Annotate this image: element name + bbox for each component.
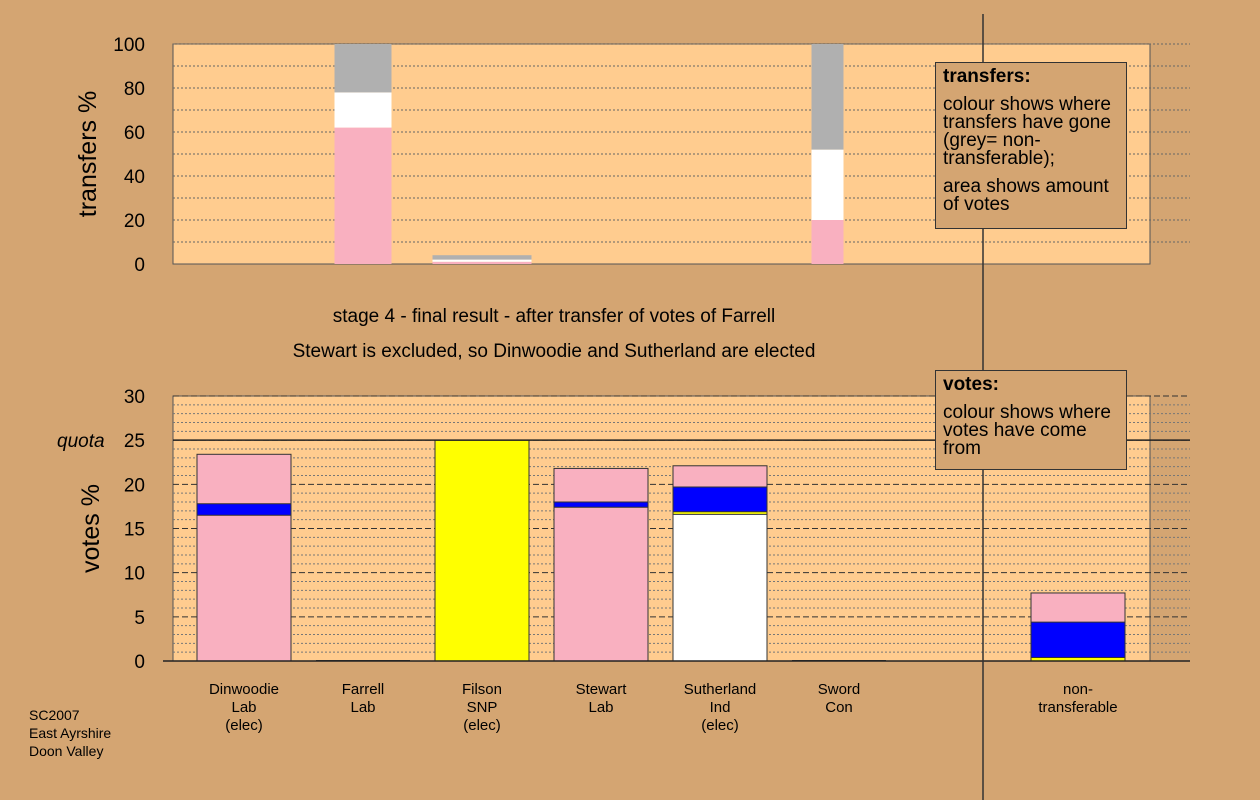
transfers-y-tick-label: 100 xyxy=(113,35,145,56)
votes-y-tick-label: 10 xyxy=(124,564,145,585)
category-label: Lab xyxy=(588,699,613,716)
votes-bar-segment xyxy=(1031,622,1125,658)
transfers-y-tick-label: 60 xyxy=(124,123,145,144)
transfers-y-tick-label: 80 xyxy=(124,79,145,100)
category-label: Sutherland xyxy=(684,681,757,698)
category-label: Dinwoodie xyxy=(209,681,279,698)
votes-bar-segment xyxy=(554,502,648,508)
votes-y-tick-label: 5 xyxy=(134,608,145,629)
votes-y-axis-label: votes % xyxy=(77,484,105,573)
category-label: (elec) xyxy=(701,717,739,734)
transfers-y-tick-label: 40 xyxy=(124,167,145,188)
votes-bar-segment xyxy=(673,486,767,512)
category-label: Sword xyxy=(818,681,861,698)
footer-note: SC2007 East Ayrshire Doon Valley xyxy=(29,706,111,760)
transfers-y-tick-label: 20 xyxy=(124,211,145,232)
category-label: Ind xyxy=(710,699,731,716)
transfers-bar-segment xyxy=(811,44,844,150)
votes-y-tick-label: 20 xyxy=(124,475,145,496)
votes-bar-segment xyxy=(673,511,767,515)
votes-bar-segment xyxy=(197,503,291,516)
transfers-bar-segment xyxy=(334,44,392,93)
legend-transfers-line1: colour shows where transfers have gone (… xyxy=(943,94,1111,169)
votes-y-tick-label: 25 xyxy=(124,431,145,452)
category-label: Farrell xyxy=(342,681,385,698)
footer-ward: Doon Valley xyxy=(29,743,104,759)
footer-council: East Ayrshire xyxy=(29,725,112,741)
legend-transfers-title: transfers: xyxy=(943,66,1031,87)
category-label: (elec) xyxy=(225,717,263,734)
transfers-y-axis-label: transfers % xyxy=(74,91,102,217)
transfers-bar-segment xyxy=(334,92,392,128)
category-label: Filson xyxy=(462,681,502,698)
transfers-y-tick-label: 0 xyxy=(134,255,145,276)
votes-bar-segment xyxy=(435,440,529,661)
votes-bar-segment xyxy=(1031,592,1125,623)
category-label: Con xyxy=(825,699,853,716)
legend-votes-line1: colour shows where votes have come from xyxy=(943,402,1111,459)
votes-bar-segment xyxy=(1031,657,1125,661)
votes-bar-segment xyxy=(197,515,291,661)
votes-bar-segment xyxy=(673,465,767,487)
category-label: Lab xyxy=(231,699,256,716)
legend-transfers-line2: area shows amount of votes xyxy=(943,176,1109,215)
legend-votes-title: votes: xyxy=(943,374,999,395)
votes-y-tick-label: 0 xyxy=(134,652,145,673)
transfers-bar-segment xyxy=(811,220,844,264)
footer-code: SC2007 xyxy=(29,707,80,723)
quota-label: quota xyxy=(57,431,105,452)
category-label: non- xyxy=(1063,681,1093,698)
votes-bar-segment xyxy=(673,514,767,661)
legend-transfers: transfers: colour shows where transfers … xyxy=(935,62,1127,229)
transfers-bar-segment xyxy=(811,149,844,220)
votes-y-tick-label: 30 xyxy=(124,387,145,408)
stage-title: stage 4 - final result - after transfer … xyxy=(333,306,775,327)
transfers-bar-segment xyxy=(432,255,532,260)
stage-subtitle: Stewart is excluded, so Dinwoodie and Su… xyxy=(293,341,816,362)
category-label: Stewart xyxy=(576,681,628,698)
votes-bar-segment xyxy=(554,507,648,661)
category-label: SNP xyxy=(467,699,498,716)
transfers-bar-segment xyxy=(432,259,532,262)
transfers-bar-segment xyxy=(334,127,392,264)
legend-votes: votes: colour shows where votes have com… xyxy=(935,370,1127,470)
transfers-bar-segment xyxy=(432,261,532,264)
votes-bar-segment xyxy=(554,468,648,502)
category-label: Lab xyxy=(350,699,375,716)
votes-bar-segment xyxy=(197,454,291,504)
category-label: transferable xyxy=(1038,699,1117,716)
category-label: (elec) xyxy=(463,717,501,734)
votes-y-tick-label: 15 xyxy=(124,520,145,541)
